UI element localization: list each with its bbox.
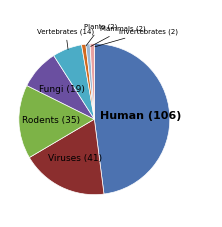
Text: Rodents (35): Rodents (35) — [22, 116, 80, 125]
Wedge shape — [90, 44, 94, 119]
Text: Fungi (19): Fungi (19) — [39, 85, 85, 94]
Wedge shape — [81, 44, 94, 119]
Wedge shape — [19, 86, 94, 158]
Text: Human (106): Human (106) — [100, 111, 182, 121]
Text: Vertebrates (14): Vertebrates (14) — [37, 28, 94, 49]
Wedge shape — [94, 44, 170, 194]
Text: Viruses (41): Viruses (41) — [48, 154, 102, 163]
Text: Invertebrates (2): Invertebrates (2) — [95, 28, 178, 47]
Wedge shape — [29, 119, 104, 195]
Wedge shape — [54, 45, 94, 119]
Wedge shape — [86, 44, 94, 119]
Text: Plants (2): Plants (2) — [84, 24, 117, 46]
Wedge shape — [27, 56, 94, 119]
Text: Mammals (2): Mammals (2) — [91, 26, 146, 46]
